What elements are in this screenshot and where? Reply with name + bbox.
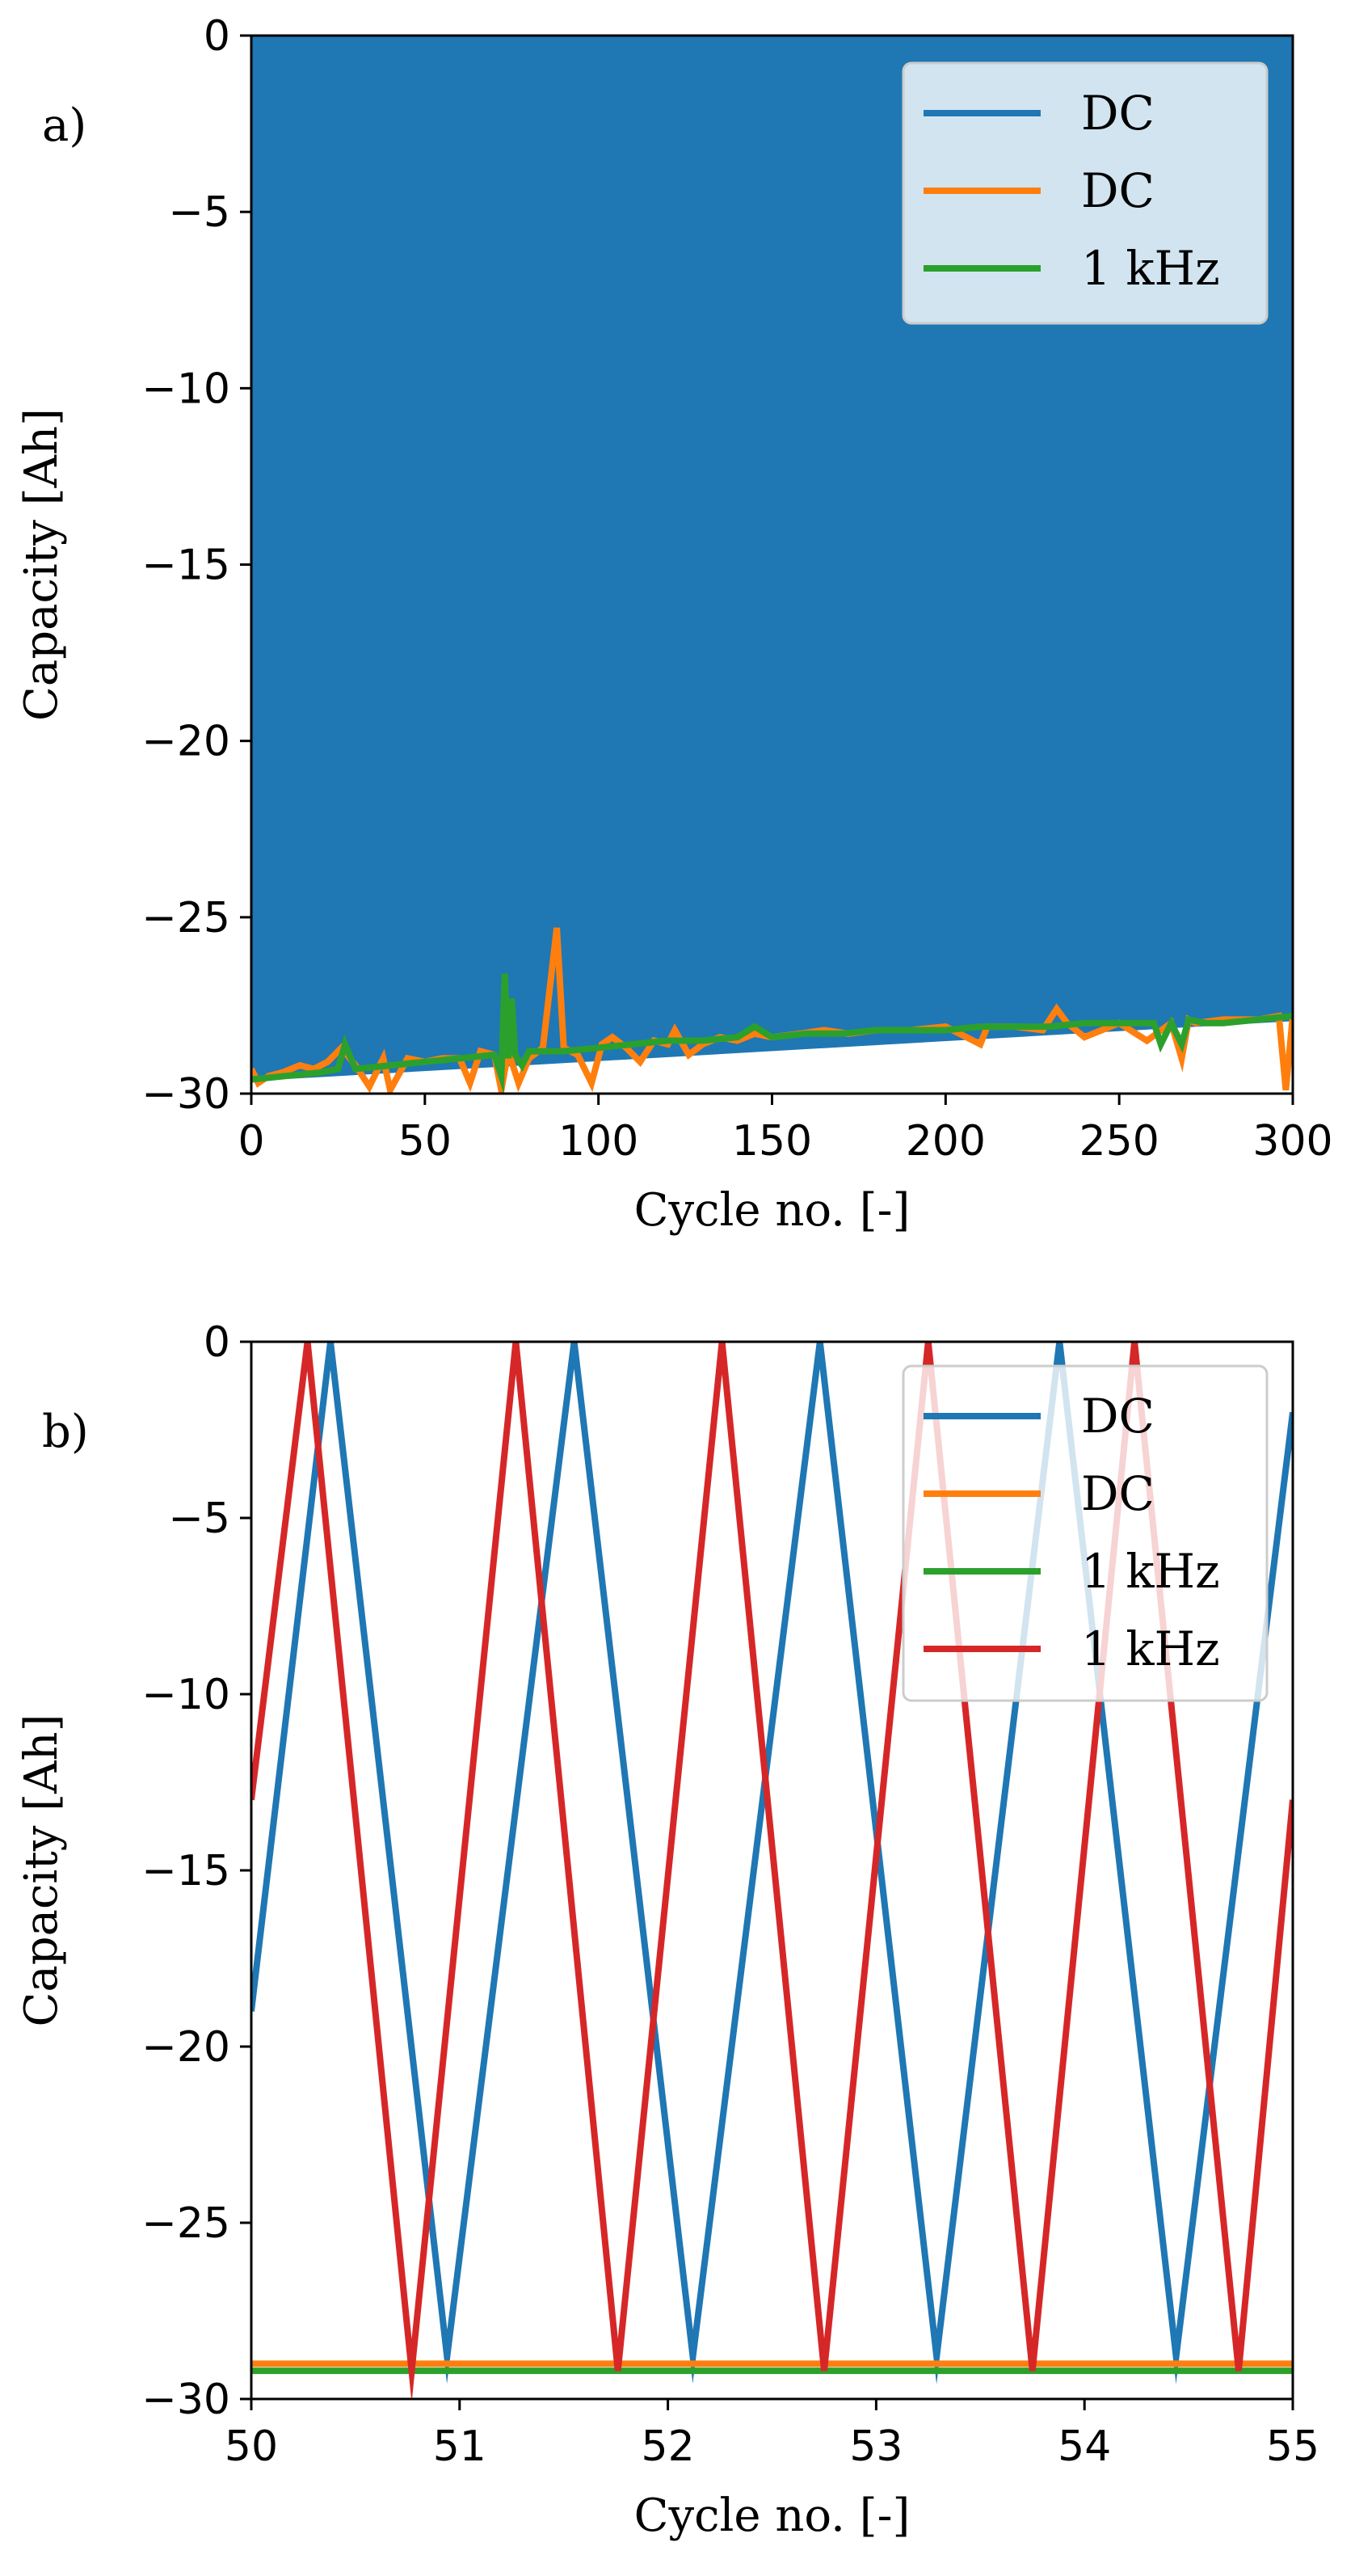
chart-1-x-tick-label: 52 [642,2422,695,2471]
chart-1-y-tick-label: −15 [141,1847,230,1895]
chart-0-x-tick-label: 50 [398,1117,452,1166]
chart-1-x-tick-label: 50 [225,2422,278,2471]
chart-panel-a: 0 50 100 150 200 250 300 −30 −25 −20 −15 −10 −5 0 Cycl… [15,12,1333,1237]
chart-0-y-tick-label: −30 [141,1070,230,1119]
chart-0-x-axis-label: Cycle no. [-] [634,1184,911,1237]
chart-1-x-tick-label: 53 [849,2422,903,2471]
chart-0-legend-box [902,61,1269,325]
chart-1-legend-label: 1 kHz [1081,1621,1220,1676]
chart-0-legend-label: DC [1081,163,1155,218]
chart-0-legend: DC DC 1 kHz [902,61,1269,325]
chart-1-legend-box [902,1364,1269,1702]
chart-0-legend-label: 1 kHz [1081,241,1220,296]
chart-1-y-tick-label: −10 [141,1671,230,1719]
chart-1-y-tick-label: −30 [141,2376,230,2424]
chart-1-legend-label: DC [1081,1466,1155,1521]
chart-1-y-tick-label: −20 [141,2023,230,2072]
chart-1-legend-label: DC [1081,1389,1155,1444]
chart-0-y-tick-label: −20 [141,718,230,766]
chart-0-series-2-1-khz [251,973,1293,1094]
chart-1-legend-label: 1 kHz [1081,1544,1220,1599]
chart-0-x-tick-label: 200 [906,1117,986,1166]
chart-1-panel-label: b) [42,1406,89,1458]
chart-1-y-tick-label: −25 [141,2199,230,2248]
chart-0-legend-label: DC [1081,86,1155,141]
chart-1-x-axis-label: Cycle no. [-] [634,2490,911,2542]
chart-0-y-tick-label: −5 [168,188,230,237]
chart-1-x-tick-label: 55 [1266,2422,1319,2471]
chart-1-y-axis-label: Capacity [Ah] [15,1714,68,2027]
chart-0-x-tick-label: 250 [1079,1117,1159,1166]
chart-0-x-tick-label: 100 [558,1117,638,1166]
chart-1-legend: DC DC 1 kHz 1 kHz [902,1364,1269,1702]
chart-0-y-tick-label: 0 [204,12,230,61]
chart-0-x-tick-label: 300 [1252,1117,1332,1166]
chart-0-y-tick-label: −15 [141,542,230,590]
chart-0-y-tick-label: −10 [141,365,230,413]
chart-0-panel-label: a) [42,99,86,152]
chart-0-x-tick-label: 0 [238,1117,264,1166]
chart-1-y-tick-label: −5 [168,1495,230,1543]
chart-panel-b: 50 51 52 53 54 55 −30 −25 −20 −15 −10 −5 0 Cycle no. … [15,1318,1319,2542]
chart-1-series-0-dc [251,1342,1293,2384]
chart-1-x-tick-label: 51 [433,2422,486,2471]
chart-1-y-tick-label: 0 [204,1318,230,1367]
chart-0-y-axis-label: Capacity [Ah] [15,408,68,721]
chart-0-y-tick-label: −25 [141,894,230,942]
chart-0-x-tick-label: 150 [732,1117,812,1166]
chart-1-x-tick-label: 54 [1058,2422,1111,2471]
